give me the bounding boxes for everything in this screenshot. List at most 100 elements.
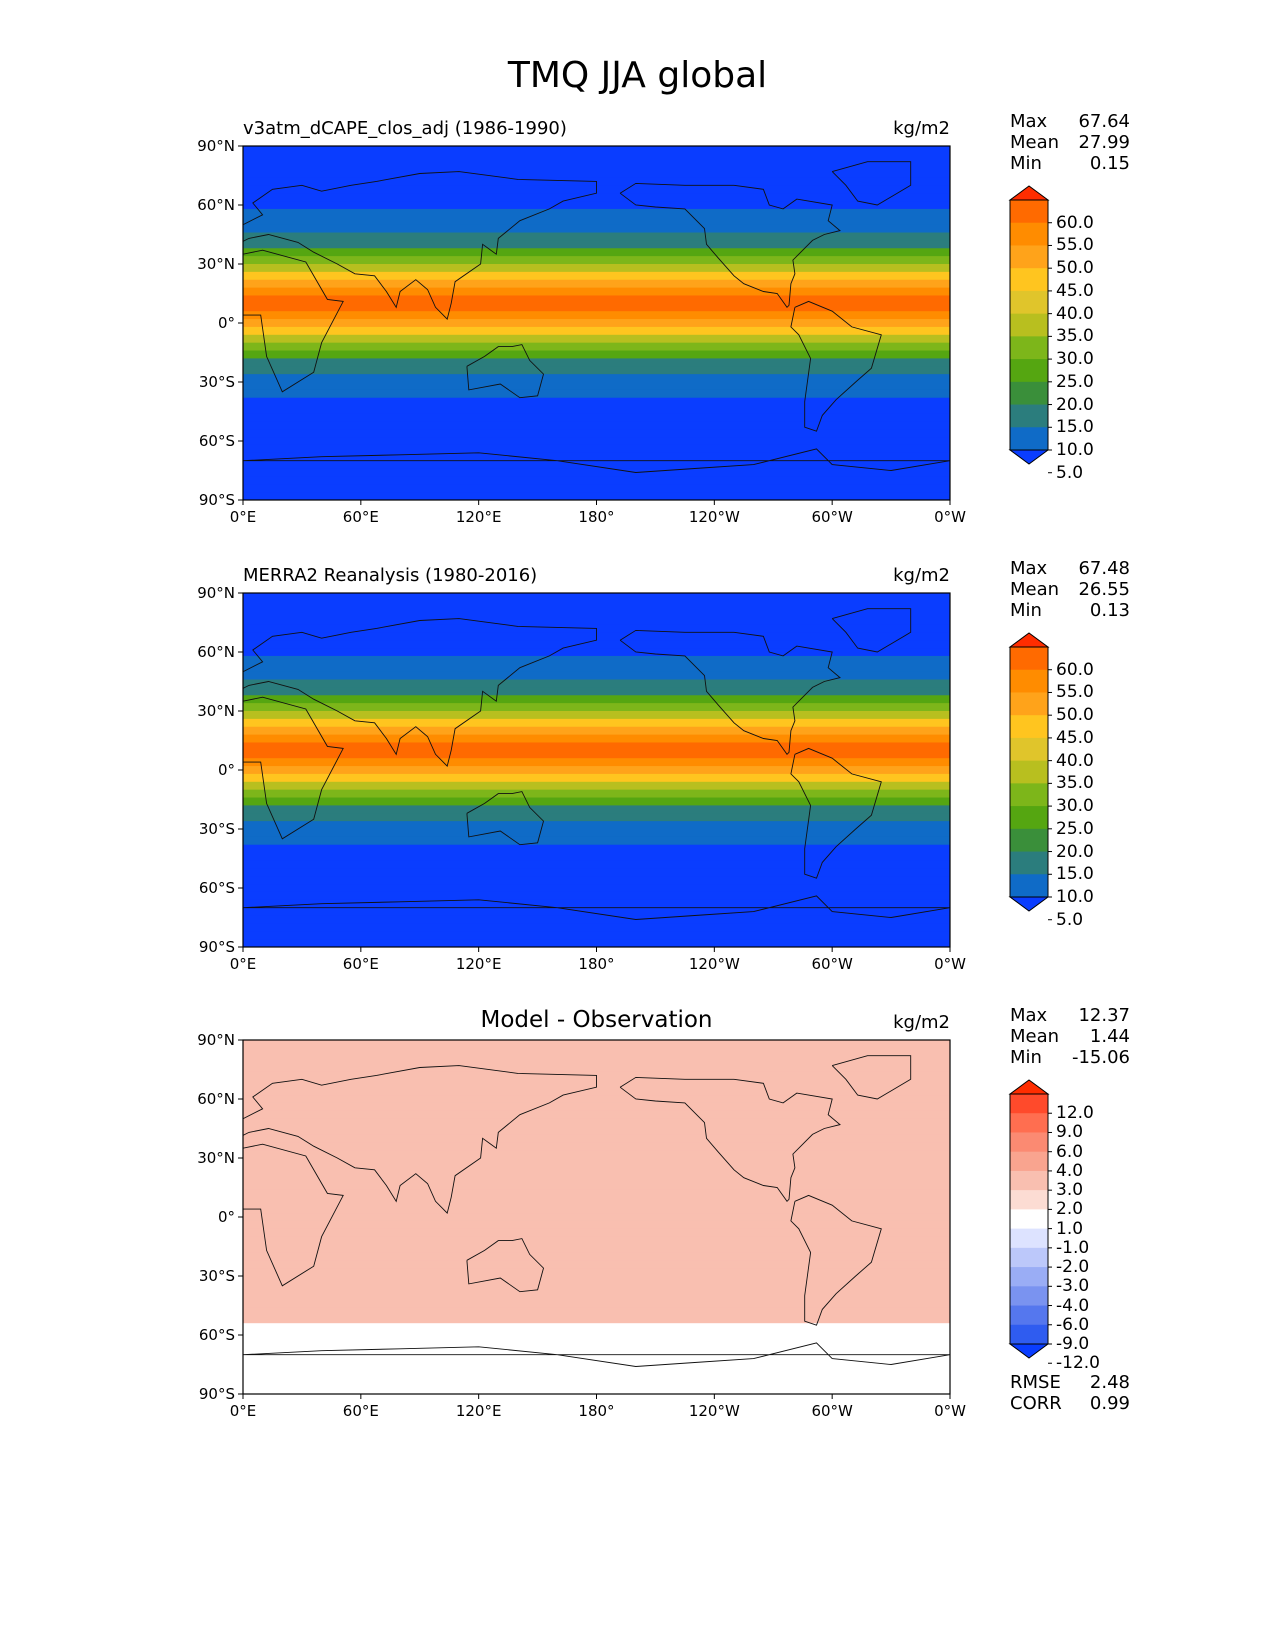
field-band: [243, 679, 950, 688]
field-band: [243, 264, 950, 273]
colorbar-label: 9.0: [1056, 1122, 1084, 1143]
colorbar-label: 55.0: [1056, 682, 1094, 703]
colorbar-swatch: [1010, 828, 1048, 852]
field-band: [243, 711, 950, 720]
coastline: [243, 171, 597, 320]
colorbar-label: 15.0: [1056, 417, 1094, 438]
colorbar-label: 35.0: [1056, 773, 1094, 794]
field-band: [243, 1189, 950, 1198]
colorbar-swatch: [1010, 381, 1048, 405]
field-band: [243, 1228, 950, 1238]
coastline: [619, 182, 841, 308]
stat-mean-label: Mean: [1010, 579, 1060, 600]
field-band: [243, 1158, 950, 1167]
figure-title: TMQ JJA global: [507, 55, 768, 96]
lon-tick-label: 120°W: [688, 1402, 740, 1420]
stat-rmse-value: 2.48: [1089, 1372, 1130, 1393]
colorbar-label: 25.0: [1056, 818, 1094, 839]
colorbar-label: 45.0: [1056, 280, 1094, 301]
field-band: [243, 224, 950, 234]
field-band: [243, 208, 950, 218]
colorbar-swatch: [1010, 1305, 1048, 1326]
lon-tick-label: 0°W: [934, 1402, 966, 1420]
field-band: [243, 295, 950, 304]
stat-min-value: -15.06: [1071, 1047, 1130, 1068]
field-band: [243, 1315, 950, 1324]
field-band: [243, 860, 950, 869]
panel-title: MERRA2 Reanalysis (1980-2016): [243, 565, 538, 586]
panel-units: kg/m2: [893, 1012, 950, 1033]
lat-tick-label: 0°: [217, 761, 235, 779]
field-band: [243, 374, 950, 383]
colorbar-extend-min: [1008, 449, 1050, 465]
colorbar-label: 5.0: [1056, 909, 1084, 930]
panel-units: kg/m2: [893, 118, 950, 139]
stat-max-value: 67.64: [1078, 111, 1130, 132]
colorbar-extend-max: [1008, 185, 1050, 201]
stat-rmse-label: RMSE: [1010, 1372, 1061, 1393]
colorbar-swatch: [1010, 1324, 1048, 1345]
field-band: [243, 1323, 950, 1332]
colorbar-frame: [1009, 199, 1049, 451]
colorbar-swatch: [1010, 268, 1048, 292]
field-band: [243, 271, 950, 281]
field-band: [243, 1386, 950, 1394]
coastline: [243, 1342, 950, 1367]
colorbar-swatch: [1010, 427, 1048, 451]
field-band: [243, 907, 950, 917]
lon-tick-label: 60°E: [342, 1402, 379, 1420]
field-layer: [243, 146, 950, 500]
field-band: [243, 836, 950, 846]
field-band: [243, 1299, 950, 1309]
field-band: [243, 169, 950, 179]
lon-tick-label: 0°E: [229, 1402, 257, 1420]
colorbar-label: 10.0: [1056, 440, 1094, 460]
field-band: [243, 758, 950, 767]
field-band: [243, 593, 950, 602]
field-band: [243, 1205, 950, 1214]
lat-tick-label: 30°N: [197, 1149, 235, 1167]
field-band: [243, 648, 950, 657]
stat-corr-value: 0.99: [1089, 1393, 1130, 1414]
colorbar-swatch: [1010, 669, 1048, 693]
field-band: [243, 476, 950, 485]
field-band: [243, 1331, 950, 1340]
field-band: [243, 1087, 950, 1096]
lon-tick-label: 120°W: [688, 955, 740, 973]
colorbar-label: 60.0: [1056, 212, 1094, 233]
field-band: [243, 1095, 950, 1104]
lat-tick-label: 60°N: [197, 1090, 235, 1108]
lon-tick-label: 180°: [578, 508, 615, 526]
field-band: [243, 742, 950, 751]
field-band: [243, 319, 950, 328]
colorbar-label: 45.0: [1056, 727, 1094, 748]
colorbar-label: -3.0: [1056, 1276, 1090, 1297]
field-band: [243, 1252, 950, 1261]
field-band: [243, 193, 950, 202]
field-band: [243, 931, 950, 940]
lat-tick-label: 60°S: [198, 432, 235, 450]
field-band: [243, 279, 950, 289]
map-panel-2: [238, 592, 951, 952]
colorbar-swatch: [1010, 1209, 1048, 1230]
colorbar-label: 40.0: [1056, 750, 1094, 771]
colorbar-swatch: [1010, 1170, 1048, 1191]
field-band: [243, 718, 950, 728]
stat-min-label: Min: [1010, 600, 1042, 621]
field-band: [243, 1220, 950, 1230]
field-layer: [243, 593, 950, 947]
colorbar-label: 40.0: [1056, 303, 1094, 324]
coastline: [466, 791, 545, 846]
field-band: [243, 468, 950, 477]
stat-mean-value: 26.55: [1078, 579, 1130, 600]
field-band: [243, 1213, 950, 1222]
lon-tick-label: 120°E: [455, 508, 502, 526]
coastline: [243, 1065, 597, 1214]
colorbar-label: 60.0: [1056, 659, 1094, 680]
field-band: [243, 397, 950, 407]
field-band: [243, 884, 950, 893]
colorbar-swatch: [1010, 336, 1048, 360]
stat-corr-label: CORR: [1010, 1393, 1062, 1414]
field-band: [243, 1047, 950, 1057]
lon-tick-label: 60°E: [342, 955, 379, 973]
